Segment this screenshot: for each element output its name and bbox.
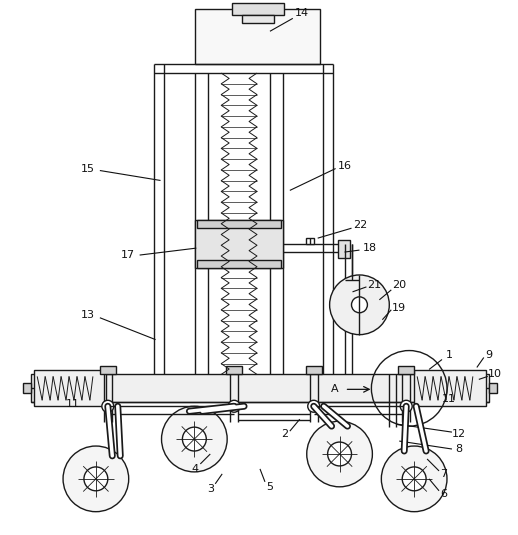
Bar [226, 366, 242, 374]
Bar [398, 366, 414, 374]
Circle shape [352, 297, 367, 313]
Text: 20: 20 [392, 280, 406, 290]
Text: 11: 11 [442, 394, 456, 404]
Bar [306, 366, 322, 374]
Text: 18: 18 [363, 243, 377, 253]
Bar [197, 260, 281, 268]
Text: 2: 2 [281, 429, 289, 439]
Text: 15: 15 [81, 164, 95, 173]
Text: 16: 16 [338, 160, 352, 171]
Circle shape [307, 421, 372, 487]
Bar [195, 10, 320, 64]
Circle shape [84, 467, 108, 491]
Circle shape [381, 446, 447, 511]
Text: 11: 11 [66, 399, 80, 409]
Text: 17: 17 [121, 250, 135, 260]
Bar [414, 370, 486, 406]
Text: 10: 10 [488, 370, 502, 379]
Text: 14: 14 [295, 9, 309, 18]
Circle shape [308, 400, 320, 412]
Text: 6: 6 [440, 489, 448, 499]
Text: 1: 1 [445, 349, 453, 360]
Text: 19: 19 [392, 303, 406, 313]
Text: 5: 5 [266, 482, 274, 492]
Text: 9: 9 [485, 349, 492, 360]
Text: 7: 7 [440, 469, 448, 479]
Bar [31, 374, 489, 402]
Circle shape [162, 406, 227, 472]
Circle shape [400, 400, 412, 412]
Circle shape [182, 427, 206, 451]
Bar [195, 220, 283, 268]
Bar [232, 3, 284, 16]
Bar [34, 370, 106, 406]
Bar [242, 16, 274, 24]
Text: 3: 3 [207, 484, 214, 494]
Circle shape [327, 442, 352, 466]
Bar [23, 384, 31, 393]
Text: 13: 13 [81, 310, 95, 320]
Circle shape [329, 275, 390, 334]
Circle shape [402, 467, 426, 491]
Bar [306, 238, 314, 244]
Bar [197, 220, 281, 228]
Bar [489, 384, 497, 393]
Text: A: A [331, 384, 338, 394]
Text: 8: 8 [455, 444, 463, 454]
Bar [100, 366, 116, 374]
Text: 22: 22 [353, 220, 368, 230]
Text: 12: 12 [452, 429, 466, 439]
Circle shape [63, 446, 128, 511]
Circle shape [228, 400, 240, 412]
Text: 21: 21 [367, 280, 381, 290]
Bar [338, 240, 350, 258]
Text: 4: 4 [192, 464, 199, 474]
Circle shape [102, 400, 114, 412]
